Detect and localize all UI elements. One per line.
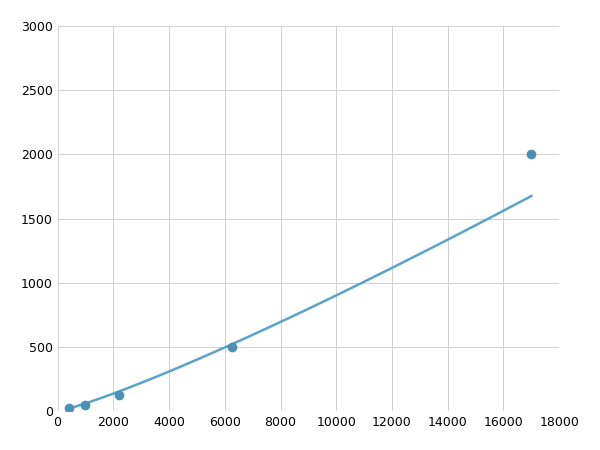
Point: [114, 392, 124, 399]
Point: [227, 343, 236, 351]
Point: [64, 404, 74, 411]
Point: [80, 401, 90, 409]
Point: [527, 151, 536, 158]
